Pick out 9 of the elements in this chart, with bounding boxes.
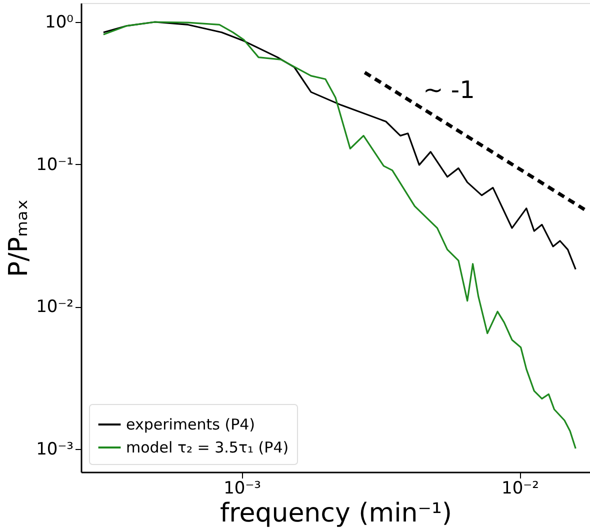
legend-label: model τ₂ = 3.5τ₁ (P4) — [126, 438, 289, 456]
y-tick-label: 10⁰ — [45, 12, 74, 33]
y-tick-label: 10⁻² — [36, 297, 74, 318]
y-tick-label: 10⁻³ — [36, 440, 74, 460]
y-axis-title: P/Pₘₐₓ — [4, 198, 34, 278]
annotation: ~ -1 — [423, 76, 475, 104]
legend-label: experiments (P4) — [126, 416, 256, 434]
y-tick-label: 10⁻¹ — [36, 154, 74, 175]
x-axis-title: frequency (min⁻¹) — [220, 498, 452, 528]
